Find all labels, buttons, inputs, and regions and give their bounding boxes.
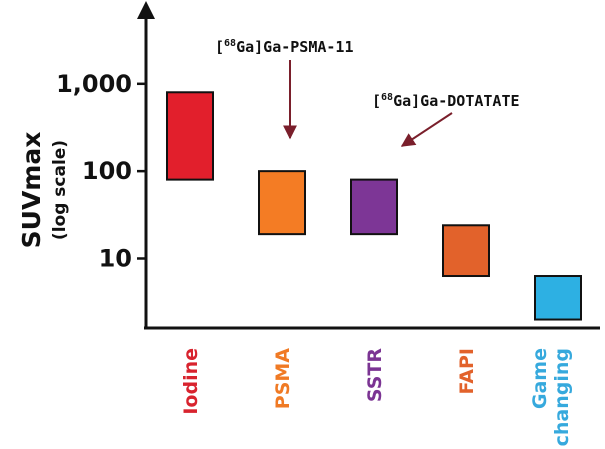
category-label-sstr: SSTR (364, 348, 386, 402)
bar-psma (258, 170, 306, 236)
annotations: [68Ga]Ga-PSMA-11 [68Ga]Ga-DOTATATE (215, 38, 520, 147)
annotation-label: [68Ga]Ga-DOTATATE (372, 92, 520, 110)
bars (166, 91, 582, 321)
bar-iodine (166, 91, 214, 181)
bar-sstr (350, 178, 398, 236)
y-axis-scale-note: (log scale) (50, 140, 70, 240)
category-label-iodine: Iodine (180, 348, 202, 415)
category-label-text: Iodine (180, 348, 202, 415)
annotation-arrow (400, 112, 453, 147)
category-labels: Iodine PSMA SSTR FAPI Gamechanging (180, 348, 573, 447)
y-axis-ticks: 10 100 1,000 (56, 70, 146, 272)
y-tick-label: 10 (99, 244, 132, 272)
category-label-text: PSMA (272, 348, 294, 410)
category-label-text: Gamechanging (529, 348, 573, 446)
annotation-label: [68Ga]Ga-PSMA-11 (215, 38, 353, 56)
category-label-game-changing: Gamechanging (529, 348, 573, 446)
y-tick-label: 1,000 (56, 70, 132, 98)
category-label-text: FAPI (456, 348, 478, 395)
category-label-text: SSTR (364, 348, 386, 402)
y-tick-label: 100 (82, 157, 132, 185)
bar-fapi (442, 224, 490, 278)
y-axis-label: SUVmax (17, 132, 46, 249)
y-axis-subtitle: (log scale) (50, 140, 70, 240)
category-label-fapi: FAPI (456, 348, 478, 395)
category-label-psma: PSMA (272, 348, 294, 410)
y-axis-title: SUVmax (17, 132, 46, 249)
bar-game-changing (534, 275, 582, 321)
